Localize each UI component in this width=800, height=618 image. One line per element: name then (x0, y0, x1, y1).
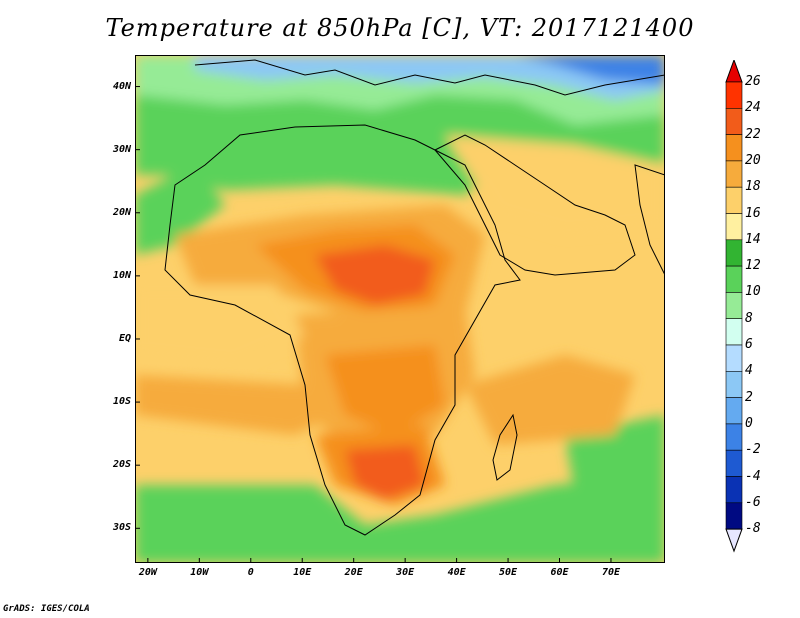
field-south-atlantic-green (135, 475, 665, 563)
colorbar-label: 20 (745, 152, 761, 168)
colorbar-label: -4 (745, 468, 761, 484)
colorbar-max-arrow (725, 60, 743, 83)
colorbar-label: 24 (745, 100, 761, 116)
lon-label: 20E (344, 567, 363, 578)
colorbar-swatch (725, 213, 743, 241)
colorbar-swatch (725, 186, 743, 214)
colorbar-swatch (725, 292, 743, 319)
colorbar-swatch (725, 449, 743, 477)
lon-label: 10E (293, 567, 312, 578)
field-atlantic-green (135, 165, 225, 255)
colorbar-label: 18 (745, 179, 761, 195)
colorbar-label: 16 (745, 205, 761, 221)
field-gulf-guinea-warm (135, 285, 305, 365)
colorbar-swatch (725, 81, 743, 109)
lat-label: 20N (112, 206, 131, 218)
field-atlantic-warm-tongue (135, 375, 335, 435)
field-congo-warm (325, 345, 445, 435)
india-coastline (634, 164, 665, 276)
colorbar-min-arrow (725, 528, 743, 553)
colorbar-swatch (725, 160, 743, 188)
lon-label: 60E (550, 567, 569, 578)
lat-label: EQ (118, 332, 131, 344)
colorbar-label: 10 (745, 284, 761, 300)
lat-label: 10S (112, 396, 131, 408)
colorbar-label: -8 (745, 521, 761, 537)
colorbar-swatch (725, 423, 743, 451)
map-frame (135, 55, 665, 563)
colorbar-swatch (725, 476, 743, 504)
colorbar-swatch (725, 265, 743, 293)
field-arabia-yellow (445, 135, 665, 235)
lon-label: 50E (499, 567, 518, 578)
colorbar-label: 14 (745, 231, 761, 247)
colorbar-swatch (725, 318, 743, 346)
lon-label: 10W (190, 567, 209, 578)
colorbar-swatch (725, 134, 743, 162)
colorbar-swatch (725, 502, 743, 530)
africa-coastline (164, 124, 521, 536)
colorbar-label: 22 (745, 126, 761, 142)
colorbar-label: 8 (745, 310, 753, 326)
colorbar-label: 4 (745, 363, 753, 379)
field-west-indian-warm (465, 355, 635, 445)
lon-label: 20W (138, 567, 157, 578)
lat-label: 30N (112, 143, 131, 155)
colorbar-label: 2 (745, 389, 753, 405)
colorbar-label: 12 (745, 258, 761, 274)
lat-label: 40N (112, 80, 131, 92)
temperature-map (135, 55, 665, 563)
colorbar (725, 60, 743, 553)
colorbar-swatch (725, 344, 743, 372)
colorbar-label: 6 (745, 337, 753, 352)
colorbar-swatch (725, 239, 743, 267)
lat-label: 10N (112, 269, 131, 281)
colorbar-swatch (725, 397, 743, 425)
europe-coastline (194, 59, 665, 96)
colorbar-swatch (725, 107, 743, 135)
lat-label: 30S (112, 522, 131, 534)
field-asia-cold (515, 55, 665, 85)
colorbar-label: -2 (745, 442, 761, 458)
lon-label: 30E (396, 567, 415, 578)
colorbar-label: -6 (745, 494, 761, 510)
field-sahara-green (165, 115, 515, 195)
lon-label: 0 (247, 567, 254, 578)
field-kalahari-hot (345, 445, 425, 500)
lon-label: 40E (447, 567, 466, 578)
madagascar-outline (492, 413, 518, 481)
grads-credit: GrADS: IGES/COLA (3, 604, 90, 614)
lon-label: 70E (601, 567, 620, 578)
arabia-coastline (434, 134, 636, 276)
colorbar-label: 26 (745, 74, 761, 89)
field-central-hot-core (315, 245, 435, 305)
colorbar-label: 0 (745, 415, 753, 431)
lat-label: 20S (112, 459, 131, 471)
colorbar-swatch (725, 370, 743, 398)
map-title: Temperature at 850hPa [C], VT: 201712140… (105, 14, 695, 42)
